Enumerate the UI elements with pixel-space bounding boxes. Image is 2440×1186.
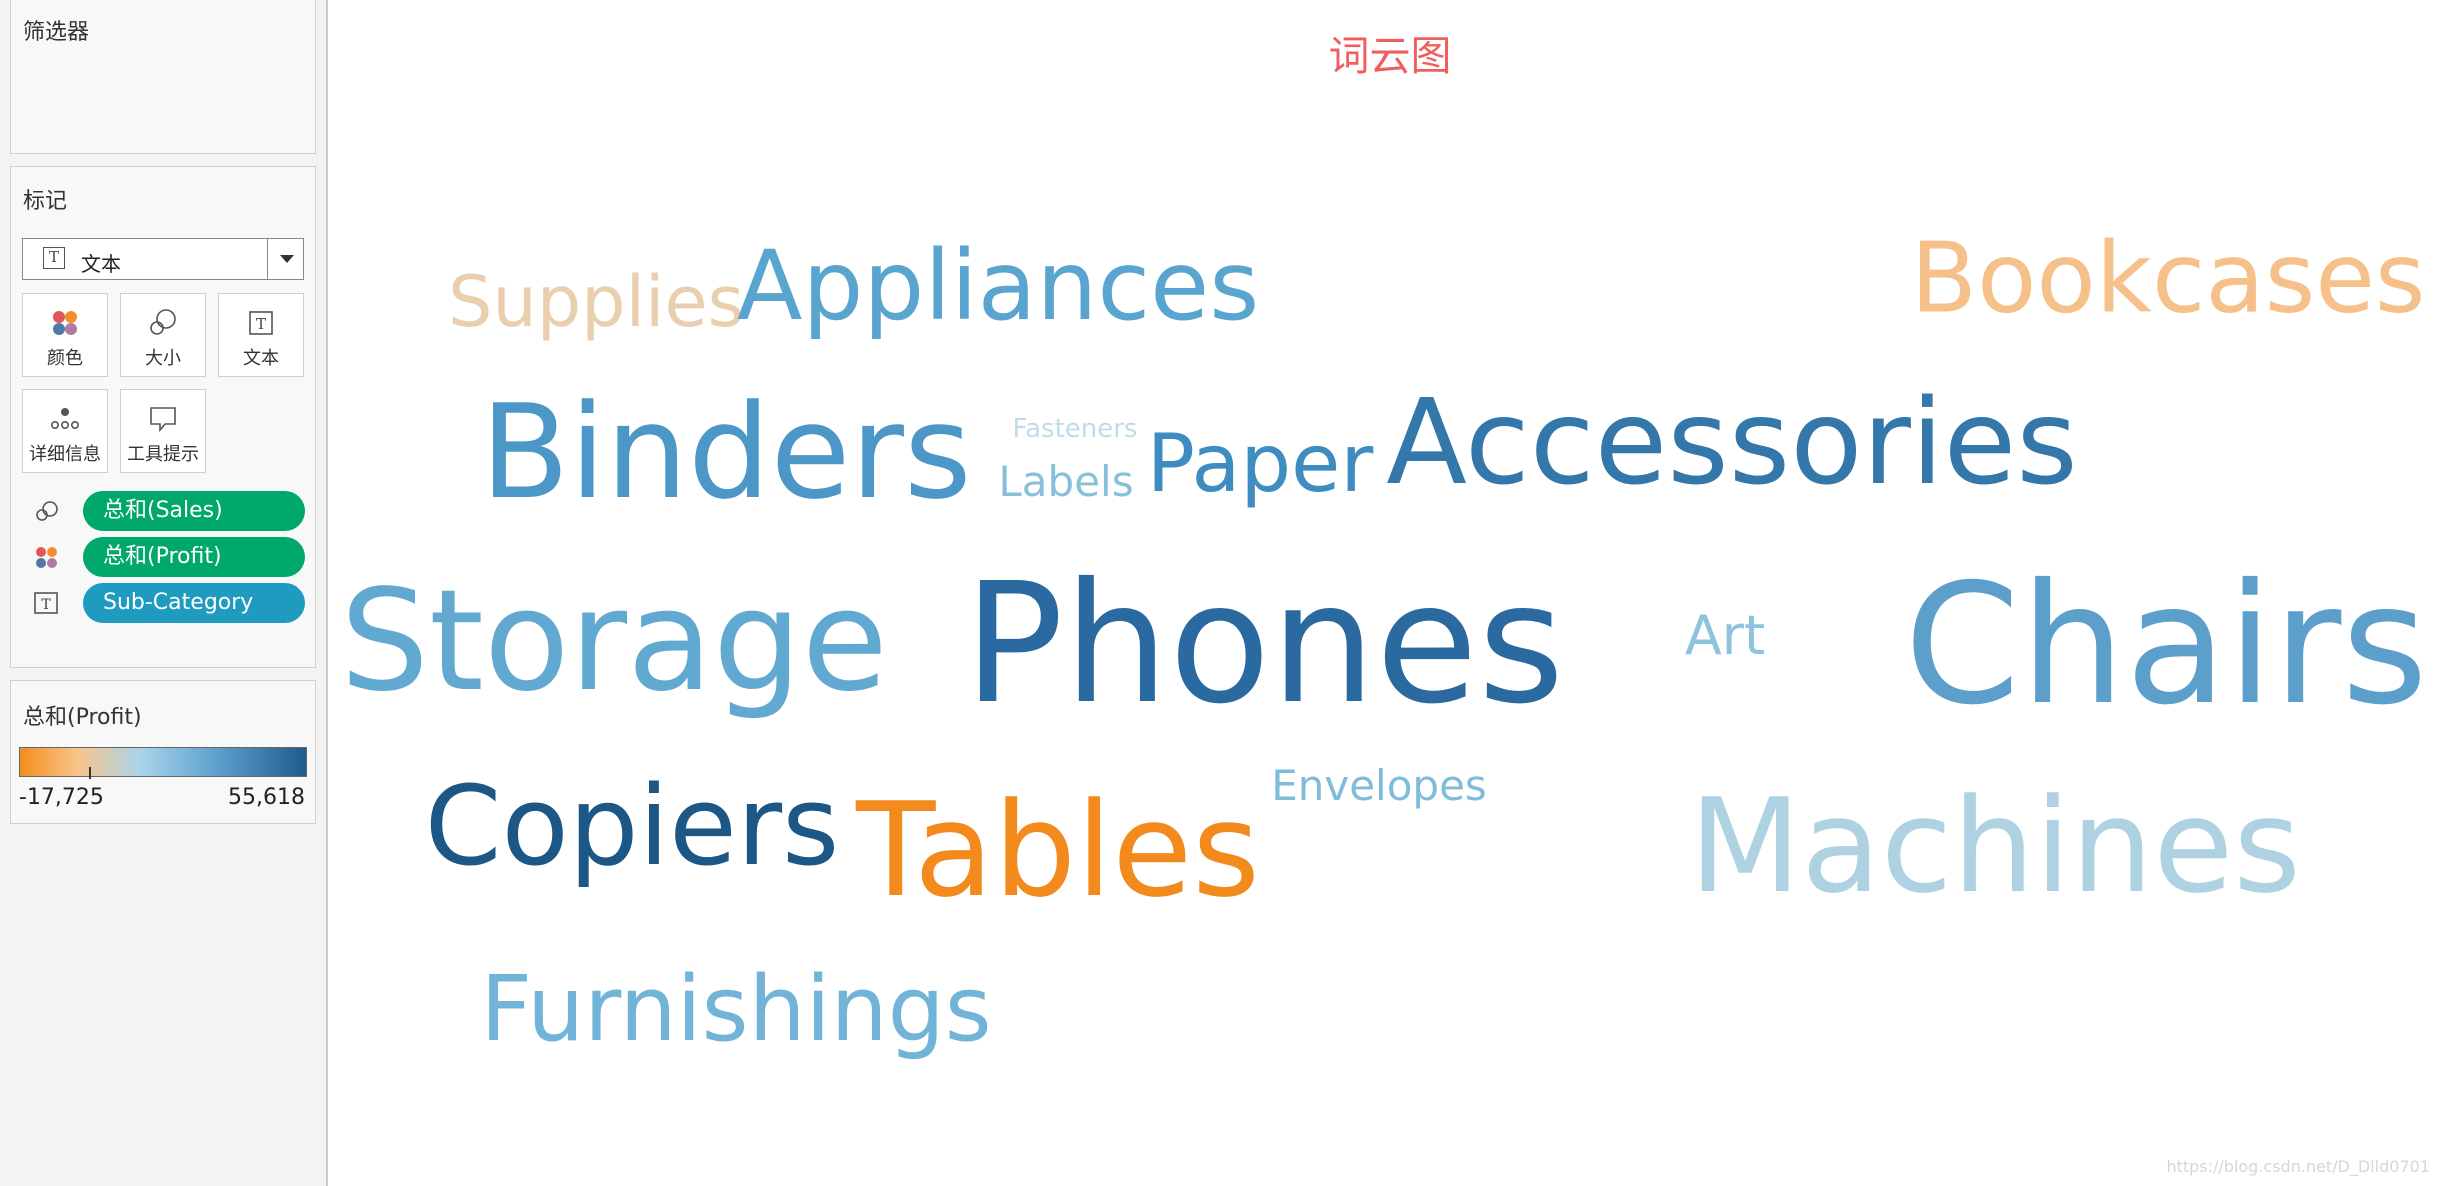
size-label: 大小 <box>145 348 181 369</box>
text-T-icon: T <box>219 306 303 340</box>
text-label: 文本 <box>243 348 279 369</box>
word-appliances[interactable]: Appliances <box>736 230 1260 342</box>
word-fasteners[interactable]: Fasteners <box>1012 414 1138 444</box>
shelves-panel: 筛选器 标记 T 文本 颜色 大小 <box>0 0 328 1186</box>
detail-button[interactable]: 详细信息 <box>22 389 108 473</box>
color-encoding-row: 总和(Profit) <box>33 535 305 577</box>
word-chairs[interactable]: Chairs <box>1904 549 2428 742</box>
text-encoding-row: T Sub-Category <box>33 581 305 623</box>
color-button[interactable]: 颜色 <box>22 293 108 377</box>
word-tables[interactable]: Tables <box>856 774 1260 926</box>
text-button[interactable]: T 文本 <box>218 293 304 377</box>
word-art[interactable]: Art <box>1684 604 1766 667</box>
mark-type-dropdown[interactable]: T 文本 <box>22 238 304 280</box>
mark-type-label: 文本 <box>81 252 121 276</box>
svg-text:T: T <box>41 597 51 613</box>
color-dots-icon <box>33 545 61 569</box>
legend-min-value: -17,725 <box>19 785 104 810</box>
size-circles-icon <box>121 306 205 340</box>
chart-title: 词云图 <box>1328 32 1452 80</box>
word-binders[interactable]: Binders <box>480 376 972 528</box>
word-machines[interactable]: Machines <box>1689 770 2301 922</box>
sales-size-pill[interactable]: 总和(Sales) <box>83 491 305 531</box>
text-T-icon: T <box>43 247 65 269</box>
word-accessories[interactable]: Accessories <box>1386 373 2078 511</box>
legend-max-value: 55,618 <box>228 785 305 810</box>
legend-zero-tick <box>89 767 91 779</box>
word-furnishings[interactable]: Furnishings <box>480 957 992 1062</box>
word-bookcases[interactable]: Bookcases <box>1910 221 2426 335</box>
tooltip-bubble-icon <box>121 402 205 436</box>
watermark: https://blog.csdn.net/D_Dlld0701 <box>2166 1157 2430 1176</box>
filters-title: 筛选器 <box>23 20 90 45</box>
chevron-down-icon[interactable] <box>267 239 303 279</box>
marks-title: 标记 <box>23 189 68 214</box>
size-encoding-row: 总和(Sales) <box>33 489 305 531</box>
legend-title: 总和(Profit) <box>23 705 142 730</box>
color-dots-icon <box>23 306 107 340</box>
detail-dots-icon <box>23 402 107 436</box>
color-label: 颜色 <box>47 348 83 369</box>
marks-card: 标记 T 文本 颜色 大小 <box>10 166 316 668</box>
profit-color-legend[interactable]: 总和(Profit) -17,725 55,618 <box>10 680 316 824</box>
profit-color-pill[interactable]: 总和(Profit) <box>83 537 305 577</box>
tooltip-button[interactable]: 工具提示 <box>120 389 206 473</box>
word-copiers[interactable]: Copiers <box>424 762 840 890</box>
detail-label: 详细信息 <box>29 444 101 465</box>
size-circles-icon <box>33 499 61 523</box>
legend-gradient-bar <box>19 747 307 777</box>
word-storage[interactable]: Storage <box>340 560 888 723</box>
word-supplies[interactable]: Supplies <box>447 261 745 343</box>
word-envelopes[interactable]: Envelopes <box>1271 761 1487 810</box>
word-phones[interactable]: Phones <box>963 548 1565 741</box>
tooltip-label: 工具提示 <box>127 444 199 465</box>
text-T-icon: T <box>33 591 61 615</box>
word-labels[interactable]: Labels <box>998 457 1134 506</box>
subcategory-text-pill[interactable]: Sub-Category <box>83 583 305 623</box>
svg-text:T: T <box>256 315 266 333</box>
size-button[interactable]: 大小 <box>120 293 206 377</box>
filters-shelf[interactable]: 筛选器 <box>10 0 316 154</box>
word-paper[interactable]: Paper <box>1146 417 1374 510</box>
